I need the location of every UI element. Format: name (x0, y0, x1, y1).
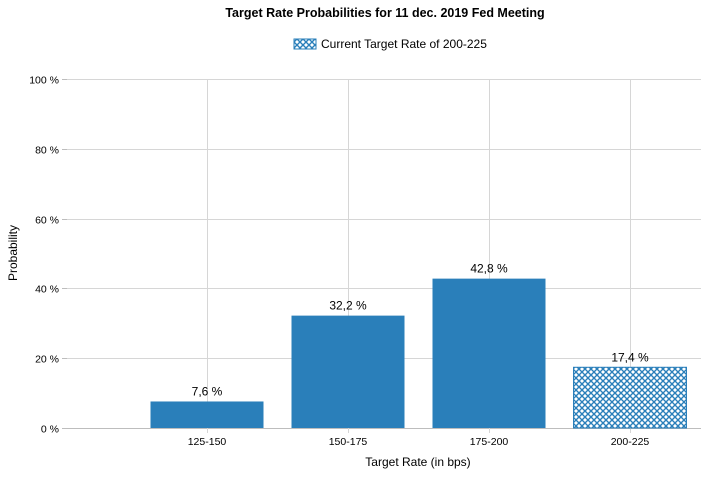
x-tick-label: 150-175 (329, 436, 368, 448)
bars (150, 278, 687, 429)
chart-title: Target Rate Probabilities for 11 dec. 20… (225, 6, 544, 20)
bar-150-175[interactable] (291, 315, 405, 428)
x-tick-label: 175-200 (470, 436, 509, 448)
data-label-175-200: 42,8 % (470, 262, 508, 276)
y-tick-label: 60 % (35, 215, 59, 227)
y-tick-label: 20 % (35, 354, 59, 366)
y-axis-label: Probability (6, 225, 20, 281)
y-tick-label: 0 % (41, 424, 59, 436)
bar-200-225[interactable] (573, 366, 687, 429)
legend[interactable]: Current Target Rate of 200-225 (293, 37, 487, 51)
x-tick-label: 125-150 (188, 436, 227, 448)
bar-125-150[interactable] (150, 401, 264, 428)
legend-swatch (293, 38, 317, 50)
data-labels: 7,6 % 32,2 % 42,8 % 17,4 % (192, 262, 649, 399)
bar-175-200[interactable] (432, 278, 546, 428)
data-label-125-150: 7,6 % (192, 384, 223, 398)
data-label-150-175: 32,2 % (329, 299, 367, 313)
y-tick-label: 40 % (35, 284, 59, 296)
x-tick-label: 200-225 (611, 436, 650, 448)
y-tick-label: 80 % (35, 145, 59, 157)
legend-label: Current Target Rate of 200-225 (321, 37, 487, 51)
y-tick-label: 100 % (29, 75, 59, 87)
y-axis-ticks: 0 % 20 % 40 % 60 % 80 % 100 % (29, 75, 59, 436)
x-axis-ticks: 125-150 150-175 175-200 200-225 (188, 436, 650, 448)
data-label-200-225: 17,4 % (611, 350, 649, 364)
x-axis-label: Target Rate (in bps) (365, 455, 470, 469)
